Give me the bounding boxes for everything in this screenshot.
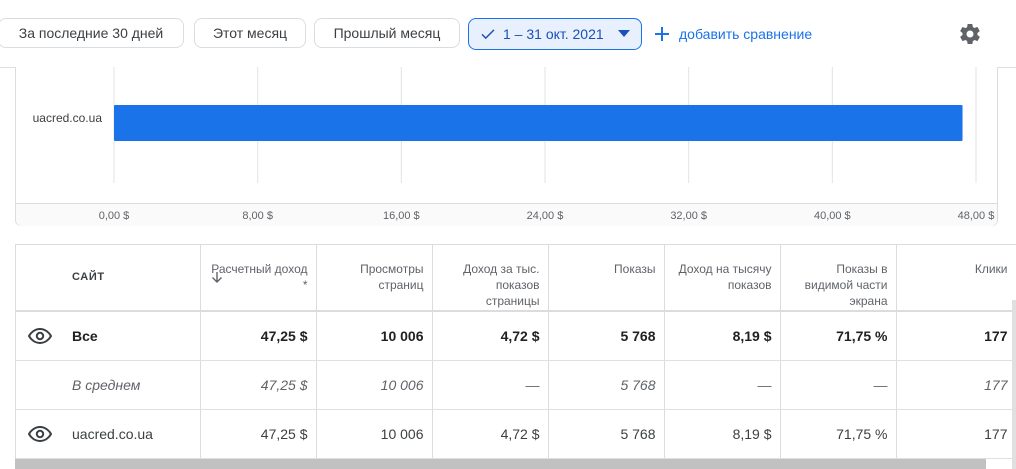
column-header-impressions[interactable]: Показы	[548, 245, 665, 312]
cell-pageviews: 10 006	[316, 360, 433, 410]
cell-viewable: 71,75 %	[780, 409, 897, 459]
cell-viewable: 71,75 %	[780, 311, 897, 361]
cell-rpm: 8,19 $	[664, 409, 781, 459]
date-range-label: 1 – 31 окт. 2021	[503, 26, 604, 42]
cell-impressions: 5 768	[548, 311, 665, 361]
bar-chart-svg: uacred.co.ua	[33, 67, 977, 183]
horizontal-scrollbar[interactable]	[15, 459, 986, 469]
column-header-clicks[interactable]: Клики	[896, 245, 1016, 312]
cell-site: uacred.co.ua	[16, 409, 201, 459]
table-row-average: В среднем 47,25 $ 10 006 — 5 768 — — 177	[16, 360, 1016, 410]
vertical-scrollbar[interactable]	[1012, 300, 1016, 469]
cell-revenue: 47,25 $	[200, 311, 317, 361]
table-row-total: Все 47,25 $ 10 006 4,72 $ 5 768 8,19 $ 7…	[16, 311, 1016, 361]
cell-pageviews: 10 006	[316, 409, 433, 459]
cell-clicks: 177	[896, 360, 1016, 410]
chevron-down-icon	[617, 30, 630, 37]
date-toolbar: За последние 30 дней Этот месяц Прошлый …	[0, 0, 1016, 68]
column-header-viewable[interactable]: Показы в видимой части экрана	[780, 245, 897, 312]
column-header-rpm[interactable]: Доход на тысячу показов	[664, 245, 781, 312]
cell-impressions: 5 768	[548, 360, 665, 410]
preset-this-month-button[interactable]: Этот месяц	[194, 18, 306, 48]
eye-icon[interactable]	[28, 425, 52, 443]
table-header-row: САЙТ Расчетный доход * Просмотры страниц…	[16, 245, 1016, 312]
cell-site: Все	[16, 311, 201, 361]
cell-page-rpm: —	[432, 360, 549, 410]
bar	[114, 105, 963, 141]
column-header-page-rpm[interactable]: Доход за тыс. показов страницы	[432, 245, 549, 312]
preset-last-month-button[interactable]: Прошлый месяц	[314, 18, 460, 48]
cell-page-rpm: 4,72 $	[432, 311, 549, 361]
cell-site-label: Все	[72, 327, 98, 344]
preset-last-30-days-button[interactable]: За последние 30 дней	[0, 18, 184, 48]
date-range-picker[interactable]: 1 – 31 окт. 2021	[468, 18, 642, 50]
column-header-site[interactable]: САЙТ	[16, 245, 201, 312]
add-comparison-label: добавить сравнение	[679, 26, 813, 42]
cell-rpm: —	[664, 360, 781, 410]
cell-impressions: 5 768	[548, 409, 665, 459]
cell-pageviews: 10 006	[316, 311, 433, 361]
column-header-revenue-label: Расчетный доход *	[211, 262, 308, 292]
eye-icon[interactable]	[28, 327, 52, 345]
column-header-revenue[interactable]: Расчетный доход *	[200, 245, 317, 312]
column-header-pageviews[interactable]: Просмотры страниц	[316, 245, 433, 312]
cell-rpm: 8,19 $	[664, 311, 781, 361]
revenue-chart: uacred.co.ua 0,00 $8,00 $16,00 $24,00 $3…	[15, 67, 998, 226]
sites-table: САЙТ Расчетный доход * Просмотры страниц…	[15, 244, 1016, 469]
cell-page-rpm: 4,72 $	[432, 409, 549, 459]
cell-viewable: —	[780, 360, 897, 410]
x-axis-strip	[16, 203, 997, 226]
add-comparison-button[interactable]: добавить сравнение	[654, 24, 812, 44]
cell-revenue: 47,25 $	[200, 409, 317, 459]
cell-revenue: 47,25 $	[200, 360, 317, 410]
plus-icon	[655, 27, 669, 41]
sort-down-arrow-icon	[211, 272, 222, 283]
check-icon	[481, 29, 495, 40]
cell-clicks: 177	[896, 409, 1016, 459]
cell-clicks: 177	[896, 311, 1016, 361]
cell-site-label: uacred.co.ua	[72, 425, 153, 442]
table-row: uacred.co.ua 47,25 $ 10 006 4,72 $ 5 768…	[16, 409, 1016, 459]
category-label: uacred.co.ua	[33, 111, 103, 125]
cell-site: В среднем	[16, 360, 201, 410]
settings-gear-icon[interactable]	[958, 22, 982, 46]
